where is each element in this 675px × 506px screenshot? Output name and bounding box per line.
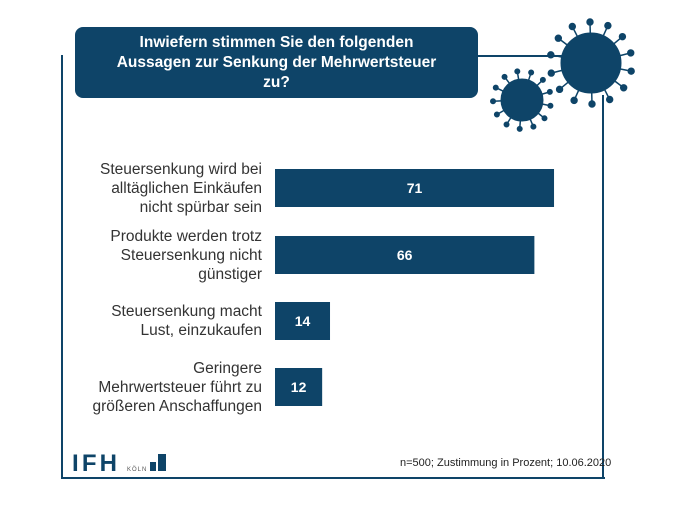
data-label: 71 [407,180,423,196]
category-label-line: Geringere [193,359,262,377]
virus-icon [560,32,622,94]
category-label: Steuersenkung macht Lust, einzukaufen [62,302,262,340]
category-label-line: Steuersenkung wird bei [100,160,262,178]
title-line: Aussagen zur Senkung der Mehrwertsteuer [116,53,437,71]
data-label: 12 [291,379,307,395]
svg-text:IFH: IFH [72,452,117,474]
data-label: 14 [295,313,311,329]
category-label: Steuersenkung wird bei alltäglichen Einkä… [62,160,262,217]
category-label-line: nicht spürbar sein [139,198,262,216]
category-label-line: größeren Anschaffungen [92,397,262,415]
frame-left [61,55,63,479]
category-label-line: Steuersenkung macht [111,303,262,320]
bar [275,368,323,406]
footnote: n=500; Zustimmung in Prozent; 10.06.2020 [400,457,612,469]
bar [275,169,555,207]
svg-text:KÖLN: KÖLN [127,466,147,473]
bar [275,236,535,274]
data-label: 66 [397,247,413,263]
virus-icon [500,78,544,122]
category-label: Geringere Mehrwertsteuer führt zu größeren… [62,359,262,416]
bar [275,302,331,340]
frame-right [602,95,604,479]
frame-top [470,55,570,57]
category-label-line: Mehrwertsteuer führt zu [98,378,262,396]
category-label-line: günstiger [198,265,262,283]
title-line: Inwiefern stimmen Sie den folgenden [139,33,414,51]
category-label-line: Produkte werden trotz [110,227,262,245]
category-label-line: Steuersenkung nicht [120,246,262,264]
frame-bottom [61,477,605,479]
category-label-line: alltäglichen Einkäufen [111,179,262,197]
title-line: zu? [263,73,290,91]
category-label-line: Lust, einzukaufen [140,322,262,339]
ifh-logo: IFH KÖLN [72,450,182,479]
category-label: Produkte werden trotz Steuersenkung nicht… [62,227,262,284]
chart-title: Inwiefern stimmen Sie den folgenden Aussa… [75,27,478,98]
